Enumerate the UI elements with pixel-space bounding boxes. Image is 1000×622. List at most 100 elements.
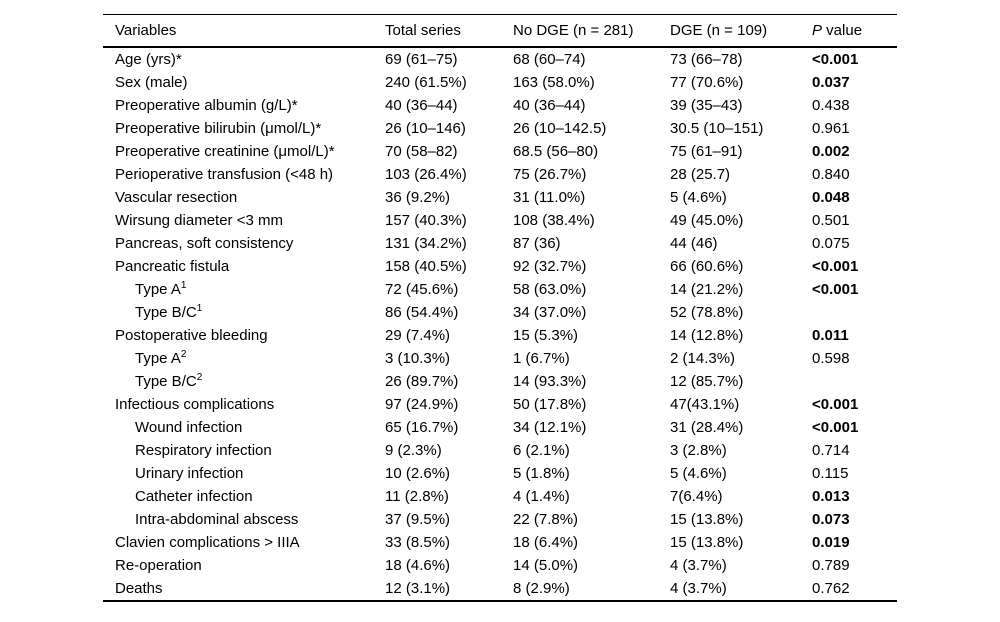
variable-cell: Preoperative bilirubin (μmol/L)* [115, 119, 322, 137]
dge-cell: 4 (3.7%) [670, 556, 727, 574]
table-row: Urinary infection 10 (2.6%) 5 (1.8%) 5 (4.6… [103, 462, 897, 485]
table-body: Age (yrs)* 69 (61–75) 68 (60–74) 73 (66–78)… [103, 47, 897, 601]
total-series-cell: 26 (10–146) [385, 119, 466, 137]
total-series-cell: 40 (36–44) [385, 96, 458, 114]
table-row: Preoperative bilirubin (μmol/L)* 26 (10–1… [103, 117, 897, 140]
dge-cell: 15 (13.8%) [670, 510, 744, 528]
no-dge-cell: 14 (93.3%) [513, 372, 587, 390]
dge-cell: 75 (61–91) [670, 142, 743, 160]
dge-cell: 5 (4.6%) [670, 188, 727, 206]
total-series-cell: 10 (2.6%) [385, 464, 451, 482]
p-value-cell: 0.019 [812, 533, 850, 551]
dge-cell: 39 (35–43) [670, 96, 743, 114]
dge-cell: 28 (25.7) [670, 165, 731, 183]
p-value-cell: 0.115 [812, 464, 849, 482]
variable-cell: Postoperative bleeding [115, 326, 268, 344]
no-dge-cell: 6 (2.1%) [513, 441, 570, 459]
variable-cell: Pancreatic fistula [115, 257, 230, 275]
dge-cell: 77 (70.6%) [670, 73, 744, 91]
table-row: Type B/C1 86 (54.4%) 34 (37.0%) 52 (78.8%) [103, 301, 897, 324]
table-row: Deaths 12 (3.1%) 8 (2.9%) 4 (3.7%) 0.762 [103, 577, 897, 601]
variable-cell: Catheter infection [135, 487, 253, 505]
no-dge-cell: 92 (32.7%) [513, 257, 587, 275]
total-series-cell: 131 (34.2%) [385, 234, 467, 252]
total-series-cell: 69 (61–75) [385, 50, 458, 68]
table-row: Sex (male) 240 (61.5%) 163 (58.0%) 77 (70.6… [103, 71, 897, 94]
header-p-value: P value [812, 14, 897, 48]
total-series-cell: 9 (2.3%) [385, 441, 442, 459]
p-value-cell: <0.001 [812, 280, 859, 298]
table-row: Intra-abdominal abscess 37 (9.5%) 22 (7.8%… [103, 508, 897, 531]
p-value-cell: 0.501 [812, 211, 850, 229]
variable-cell: Type B/C2 [135, 371, 203, 390]
no-dge-cell: 58 (63.0%) [513, 280, 587, 298]
header-variables: Variables [103, 14, 385, 48]
variable-cell: Preoperative creatinine (μmol/L)* [115, 142, 335, 160]
table-row: Perioperative transfusion (<48 h) 103 (26… [103, 163, 897, 186]
table-row: Preoperative creatinine (μmol/L)* 70 (58–… [103, 140, 897, 163]
p-value-italic: P [812, 21, 823, 39]
table-row: Type B/C2 26 (89.7%) 14 (93.3%) 12 (85.7%) [103, 370, 897, 393]
p-value-cell [812, 301, 897, 324]
total-series-cell: 240 (61.5%) [385, 73, 467, 91]
table-row: Infectious complications 97 (24.9%) 50 (17… [103, 393, 897, 416]
total-series-cell: 103 (26.4%) [385, 165, 467, 183]
variable-cell: Vascular resection [115, 188, 238, 206]
dge-cell: 12 (85.7%) [670, 372, 744, 390]
table-row: Re-operation 18 (4.6%) 14 (5.0%) 4 (3.7%) 0.… [103, 554, 897, 577]
p-value-cell: 0.075 [812, 234, 850, 252]
variable-cell: Intra-abdominal abscess [135, 510, 299, 528]
p-value-cell: 0.789 [812, 556, 850, 574]
variable-cell: Wirsung diameter <3 mm [115, 211, 283, 229]
variable-cell: Preoperative albumin (g/L)* [115, 96, 298, 114]
dge-cell: 14 (12.8%) [670, 326, 744, 344]
p-value-cell: <0.001 [812, 257, 859, 275]
table-row: Pancreatic fistula 158 (40.5%) 92 (32.7%) 6… [103, 255, 897, 278]
total-series-cell: 86 (54.4%) [385, 303, 459, 321]
total-series-cell: 70 (58–82) [385, 142, 458, 160]
p-value-cell: 0.598 [812, 349, 850, 367]
no-dge-cell: 26 (10–142.5) [513, 119, 607, 137]
total-series-cell: 65 (16.7%) [385, 418, 459, 436]
table-row: Clavien complications > IIIA 33 (8.5%) 18 … [103, 531, 897, 554]
dge-cell: 73 (66–78) [670, 50, 743, 68]
p-value-cell: <0.001 [812, 418, 859, 436]
total-series-cell: 3 (10.3%) [385, 349, 451, 367]
dge-cell: 47(43.1%) [670, 395, 740, 413]
variable-cell: Deaths [115, 579, 163, 597]
p-value-cell: <0.001 [812, 50, 859, 68]
no-dge-cell: 5 (1.8%) [513, 464, 570, 482]
variable-cell: Urinary infection [135, 464, 244, 482]
p-value-cell [812, 370, 897, 393]
variable-cell: Pancreas, soft consistency [115, 234, 294, 252]
no-dge-cell: 68.5 (56–80) [513, 142, 599, 160]
results-table: Variables Total series No DGE (n = 281) … [103, 14, 897, 602]
table-row: Age (yrs)* 69 (61–75) 68 (60–74) 73 (66–78)… [103, 47, 897, 71]
no-dge-cell: 1 (6.7%) [513, 349, 570, 367]
dge-cell: 30.5 (10–151) [670, 119, 764, 137]
dge-cell: 66 (60.6%) [670, 257, 744, 275]
dge-cell: 2 (14.3%) [670, 349, 736, 367]
total-series-cell: 18 (4.6%) [385, 556, 451, 574]
header-total-series: Total series [385, 14, 513, 48]
no-dge-cell: 40 (36–44) [513, 96, 586, 114]
dge-cell: 4 (3.7%) [670, 579, 727, 597]
no-dge-cell: 22 (7.8%) [513, 510, 579, 528]
no-dge-cell: 31 (11.0%) [513, 188, 586, 206]
footnote-marker: 1 [196, 302, 203, 314]
no-dge-cell: 75 (26.7%) [513, 165, 587, 183]
dge-cell: 7(6.4%) [670, 487, 723, 505]
table-row: Type A2 3 (10.3%) 1 (6.7%) 2 (14.3%) 0.598 [103, 347, 897, 370]
table-row: Respiratory infection 9 (2.3%) 6 (2.1%) 3 (… [103, 439, 897, 462]
p-value-cell: 0.011 [812, 326, 849, 344]
variable-cell: Age (yrs)* [115, 50, 182, 68]
p-value-cell: 0.762 [812, 579, 850, 597]
no-dge-cell: 68 (60–74) [513, 50, 586, 68]
p-value-cell: 0.048 [812, 188, 850, 206]
dge-cell: 49 (45.0%) [670, 211, 744, 229]
table-row: Type A1 72 (45.6%) 58 (63.0%) 14 (21.2%) <0.… [103, 278, 897, 301]
dge-cell: 5 (4.6%) [670, 464, 727, 482]
variable-cell: Respiratory infection [135, 441, 272, 459]
footnote-marker: 2 [180, 348, 187, 360]
no-dge-cell: 163 (58.0%) [513, 73, 595, 91]
